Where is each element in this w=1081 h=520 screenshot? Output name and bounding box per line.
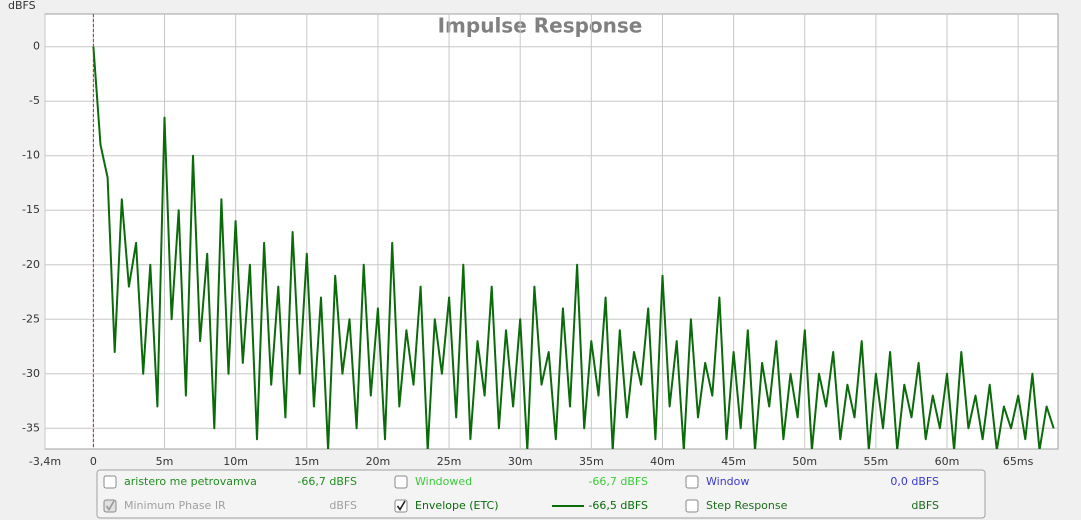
- x-tick-label: 40m: [650, 455, 675, 468]
- legend-value: dBFS: [329, 499, 357, 512]
- x-tick-label: 55m: [864, 455, 889, 468]
- legend-label: Step Response: [706, 499, 788, 512]
- y-tick-label: -30: [22, 367, 40, 380]
- checkbox[interactable]: [685, 499, 699, 513]
- x-tick-label: 15m: [294, 455, 319, 468]
- check-mark: [105, 500, 115, 511]
- legend-label: Window: [706, 475, 749, 488]
- x-tick-label: 50m: [792, 455, 817, 468]
- legend-value: dBFS: [911, 499, 939, 512]
- y-tick-label: -10: [22, 149, 40, 162]
- x-tick-label: -3,4m: [29, 455, 61, 468]
- y-tick-label: -5: [29, 94, 40, 107]
- x-tick-label: 10m: [223, 455, 248, 468]
- chart-title: Impulse Response: [438, 14, 643, 38]
- checkbox[interactable]: [394, 475, 408, 489]
- x-tick-label: 35m: [579, 455, 604, 468]
- legend-label: aristero me petrovamva: [124, 475, 257, 488]
- legend-label: Windowed: [415, 475, 472, 488]
- y-tick-label: -15: [22, 203, 40, 216]
- x-tick-label: 30m: [508, 455, 533, 468]
- legend-value: -66,7 dBFS: [588, 475, 648, 488]
- y-tick-label: -20: [22, 258, 40, 271]
- y-tick-label: -35: [22, 421, 40, 434]
- x-tick-label: 5m: [156, 455, 174, 468]
- checkbox[interactable]: [103, 475, 117, 489]
- legend-value: 0,0 dBFS: [890, 475, 939, 488]
- x-tick-label: 60m: [935, 455, 960, 468]
- legend-value: -66,5 dBFS: [588, 499, 648, 512]
- check-mark: [396, 500, 406, 511]
- checkbox[interactable]: [685, 475, 699, 489]
- y-tick-label: 0: [33, 40, 40, 53]
- y-axis-label: dBFS: [8, 0, 36, 12]
- legend-label: Envelope (ETC): [415, 499, 499, 512]
- x-tick-label: 20m: [366, 455, 391, 468]
- x-tick-label: 25m: [437, 455, 462, 468]
- legend-label: Minimum Phase IR: [124, 499, 226, 512]
- x-tick-label: 65ms: [1003, 455, 1034, 468]
- legend-value: -66,7 dBFS: [297, 475, 357, 488]
- legend-panel: [96, 469, 986, 519]
- x-tick-label: 0: [90, 455, 97, 468]
- y-tick-label: -25: [22, 312, 40, 325]
- series-line: [92, 46, 1055, 449]
- x-tick-label: 45m: [721, 455, 746, 468]
